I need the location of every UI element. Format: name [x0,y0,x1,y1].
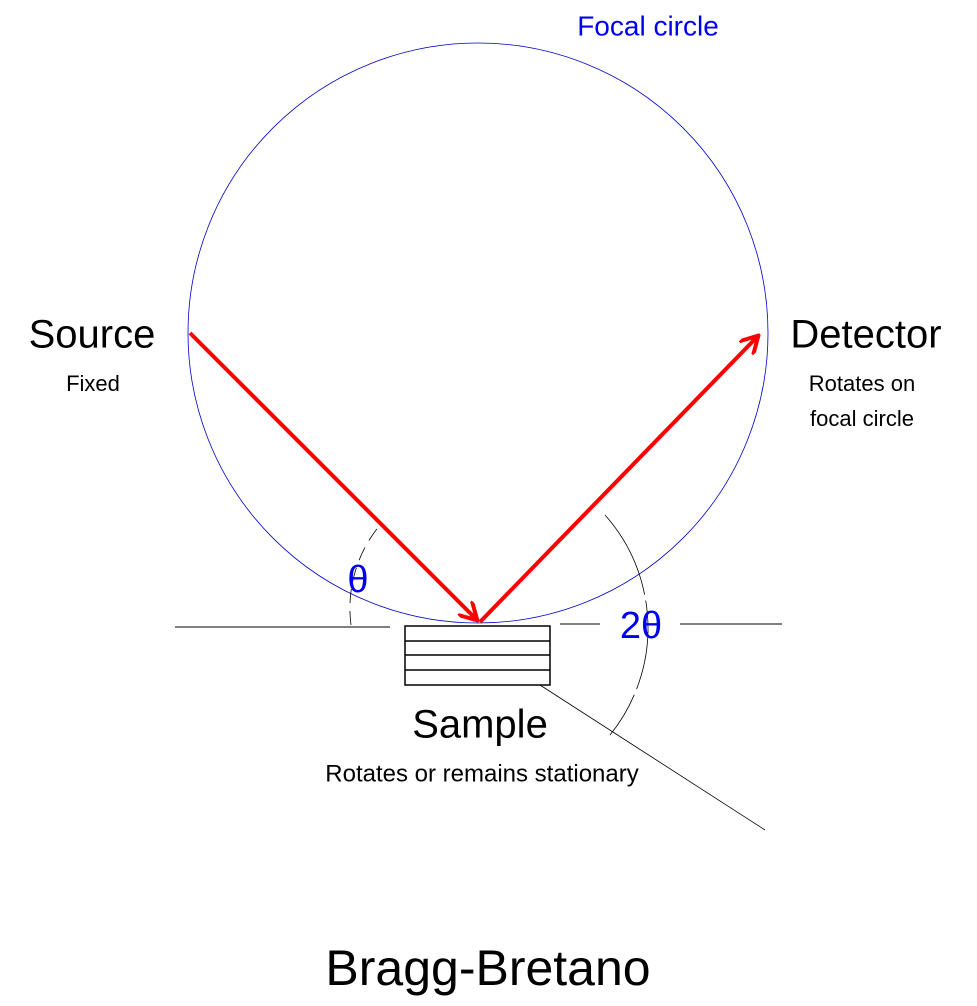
detector-label: Detector [790,313,941,357]
focal-circle-label: Focal circle [577,10,719,41]
detector-note: Rotates on [809,371,915,396]
two-theta-arc [604,514,649,736]
sample-label: Sample [412,703,548,747]
sample-block [404,625,551,686]
theta-arc [349,524,381,626]
diagram-title: Bragg-Bretano [325,940,650,996]
sample-note: Rotates or remains stationary [325,760,638,787]
diffracted-beam [478,337,757,624]
theta-label: θ [347,559,368,601]
focal-circle [187,42,769,624]
detector-note: focal circle [810,406,914,431]
normal-line [539,684,766,831]
incident-beam [188,331,476,619]
source-label: Source [29,313,156,357]
two-theta-label: 2θ [620,605,662,647]
source-note: Fixed [66,371,120,396]
